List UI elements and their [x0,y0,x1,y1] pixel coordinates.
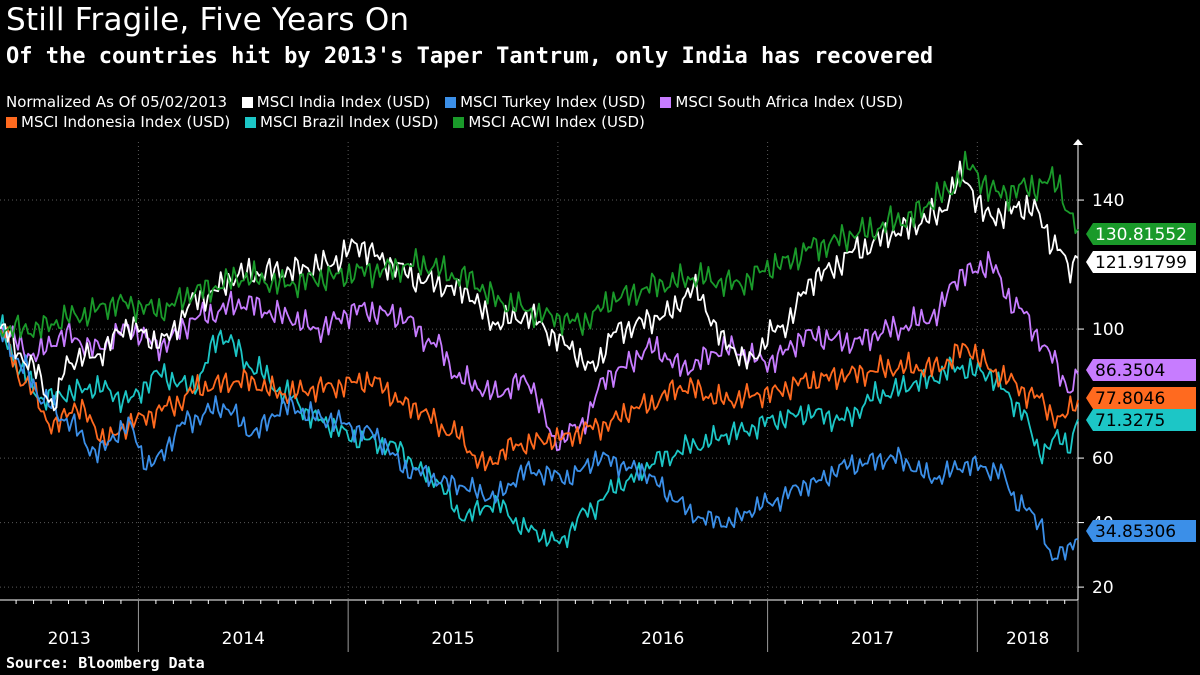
end-tag-bg [1086,387,1196,409]
y-tick-label-100: 100 [1092,320,1124,340]
series-line-msci-south-africa-index--usd- [0,251,1079,452]
end-value-label: 34.85306 [1095,522,1176,542]
legend-swatch-south-africa [660,97,672,108]
end-value-label: 130.81552 [1095,225,1187,245]
source-note: Source: Bloomberg Data [6,654,205,672]
legend-item-turkey[interactable]: MSCI Turkey Index (USD) [445,93,646,111]
end-tag-1: 34.85306 [1086,520,1196,542]
end-tag-bg [1086,359,1196,381]
legend-item-south-africa[interactable]: MSCI South Africa Index (USD) [660,93,903,111]
x-year-label-2014: 2014 [222,629,265,649]
legend: Normalized As Of 05/02/2013 MSCI India I… [6,92,1106,132]
y-axis-arrow [1073,139,1083,145]
y-tick-label-20: 20 [1092,578,1114,598]
legend-swatch-indonesia [6,117,17,128]
x-year-label-2018: 2018 [1006,629,1049,649]
end-tag-bg [1086,520,1196,542]
end-tag-0: 121.91799 [1086,251,1196,273]
chart-title: Still Fragile, Five Years On [6,2,410,38]
x-year-label-2013: 2013 [48,629,91,649]
legend-swatch-india [241,97,253,108]
legend-swatch-turkey [445,97,457,108]
legend-item-indonesia[interactable]: MSCI Indonesia Index (USD) [6,113,230,131]
end-value-label: 121.91799 [1095,253,1187,273]
legend-item-acwi[interactable]: MSCI ACWI Index (USD) [453,113,645,131]
end-value-label: 86.3504 [1095,361,1165,381]
end-value-label: 77.8046 [1095,389,1165,409]
end-value-label: 71.3275 [1095,411,1165,431]
legend-header: Normalized As Of 05/02/2013 [6,93,227,111]
legend-swatch-acwi [453,117,465,128]
end-tag-5: 130.81552 [1086,223,1196,245]
series-line-msci-india-index--usd- [0,160,1079,412]
legend-item-brazil[interactable]: MSCI Brazil Index (USD) [245,113,439,131]
legend-item-india[interactable]: MSCI India Index (USD) [241,93,430,111]
end-tag-2: 86.3504 [1086,359,1196,381]
series-line-msci-brazil-index--usd- [0,314,1079,549]
end-tag-bg [1086,223,1196,245]
series-line-msci-indonesia-index--usd- [0,326,1079,472]
end-tag-4: 71.3275 [1086,409,1196,431]
legend-swatch-brazil [245,117,257,128]
x-year-label-2017: 2017 [851,629,894,649]
end-tag-bg [1086,409,1196,431]
chart-subtitle: Of the countries hit by 2013's Taper Tan… [6,44,934,69]
x-year-label-2016: 2016 [641,629,684,649]
x-year-label-2015: 2015 [431,629,474,649]
series-line-msci-turkey-index--usd- [0,328,1079,562]
end-tag-3: 77.8046 [1086,387,1196,409]
series-line-msci-acwi-index--usd- [0,150,1079,339]
y-tick-label-140: 140 [1092,191,1124,211]
end-tag-bg [1086,251,1196,273]
y-tick-label-60: 60 [1092,449,1114,469]
